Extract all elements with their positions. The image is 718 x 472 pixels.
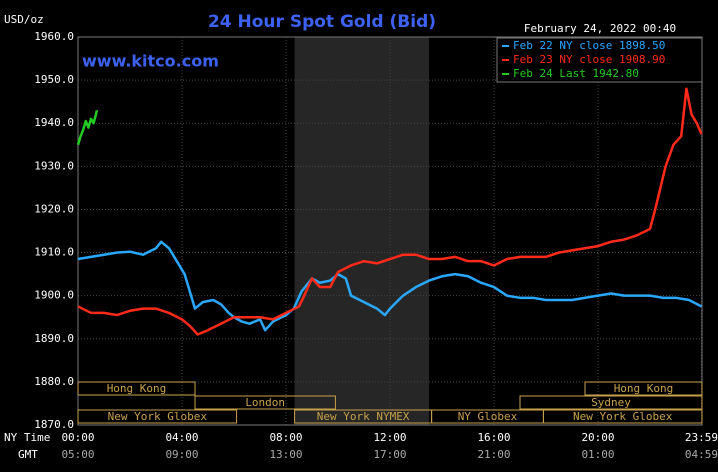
watermark: www.kitco.com — [82, 52, 219, 71]
x-tick-label: 04:00 — [165, 431, 198, 444]
x2-axis-label: GMT — [18, 448, 38, 461]
legend-label: Feb 23 NY close 1908.90 — [513, 53, 665, 66]
y-tick-label: 1960.0 — [34, 30, 74, 43]
y-tick-label: 1920.0 — [34, 202, 74, 215]
x-tick-label: 23:59 — [685, 431, 718, 444]
x2-tick-label: 09:00 — [165, 448, 198, 461]
x2-tick-label: 21:00 — [477, 448, 510, 461]
session-label: Hong Kong — [614, 382, 674, 395]
session-box — [77, 409, 238, 424]
x2-tick-label: 13:00 — [269, 448, 302, 461]
session-label: London — [245, 396, 285, 409]
series-line — [76, 109, 99, 146]
session-label: Hong Kong — [107, 382, 167, 395]
x2-tick-label: 17:00 — [373, 448, 406, 461]
y-tick-label: 1900.0 — [34, 289, 74, 302]
chart-title: 24 Hour Spot Gold (Bid) — [208, 12, 436, 32]
session-box — [519, 395, 703, 410]
shaded-session — [294, 37, 429, 425]
plot-layer: 1870.0 1880.0 1890.0 1900.0 1910.0 1920.0 1930… — [34, 30, 718, 461]
y-tick-label: 1890.0 — [34, 332, 74, 345]
session-box — [584, 381, 703, 396]
timestamp: February 24, 2022 00:40 — [524, 22, 676, 35]
legend-label: Feb 24 Last 1942.80 — [513, 67, 639, 80]
y-tick-label: 1950.0 — [34, 73, 74, 86]
plot-frame — [77, 36, 703, 426]
x-tick-label: 16:00 — [477, 431, 510, 444]
y-tick-label: 1880.0 — [34, 375, 74, 388]
session-label: New York NYMEX — [317, 410, 410, 423]
series-line — [77, 87, 703, 336]
session-label: Sydney — [591, 396, 631, 409]
x-tick-label: 00:00 — [61, 431, 94, 444]
y-tick-label: 1910.0 — [34, 246, 74, 259]
x-axis-label: NY Time — [4, 431, 50, 444]
x2-tick-label: 04:59 — [685, 448, 718, 461]
x-tick-label: 12:00 — [373, 431, 406, 444]
x-tick-label: 20:00 — [581, 431, 614, 444]
x2-tick-label: 01:00 — [581, 448, 614, 461]
y-tick-label: 1870.0 — [34, 418, 74, 431]
y-tick-label: 1940.0 — [34, 116, 74, 129]
session-box — [77, 381, 196, 396]
x2-tick-label: 05:00 — [61, 448, 94, 461]
session-label: NY Globex — [458, 410, 518, 423]
session-box — [542, 409, 703, 424]
legend-box — [496, 37, 703, 83]
legend-label: Feb 22 NY close 1898.50 — [513, 39, 665, 52]
y-tick-label: 1930.0 — [34, 159, 74, 172]
y-axis-label: USD/oz — [4, 13, 44, 26]
x-tick-label: 08:00 — [269, 431, 302, 444]
session-label: New York Globex — [573, 410, 673, 423]
session-label: New York Globex — [108, 410, 208, 423]
session-box — [194, 395, 336, 410]
